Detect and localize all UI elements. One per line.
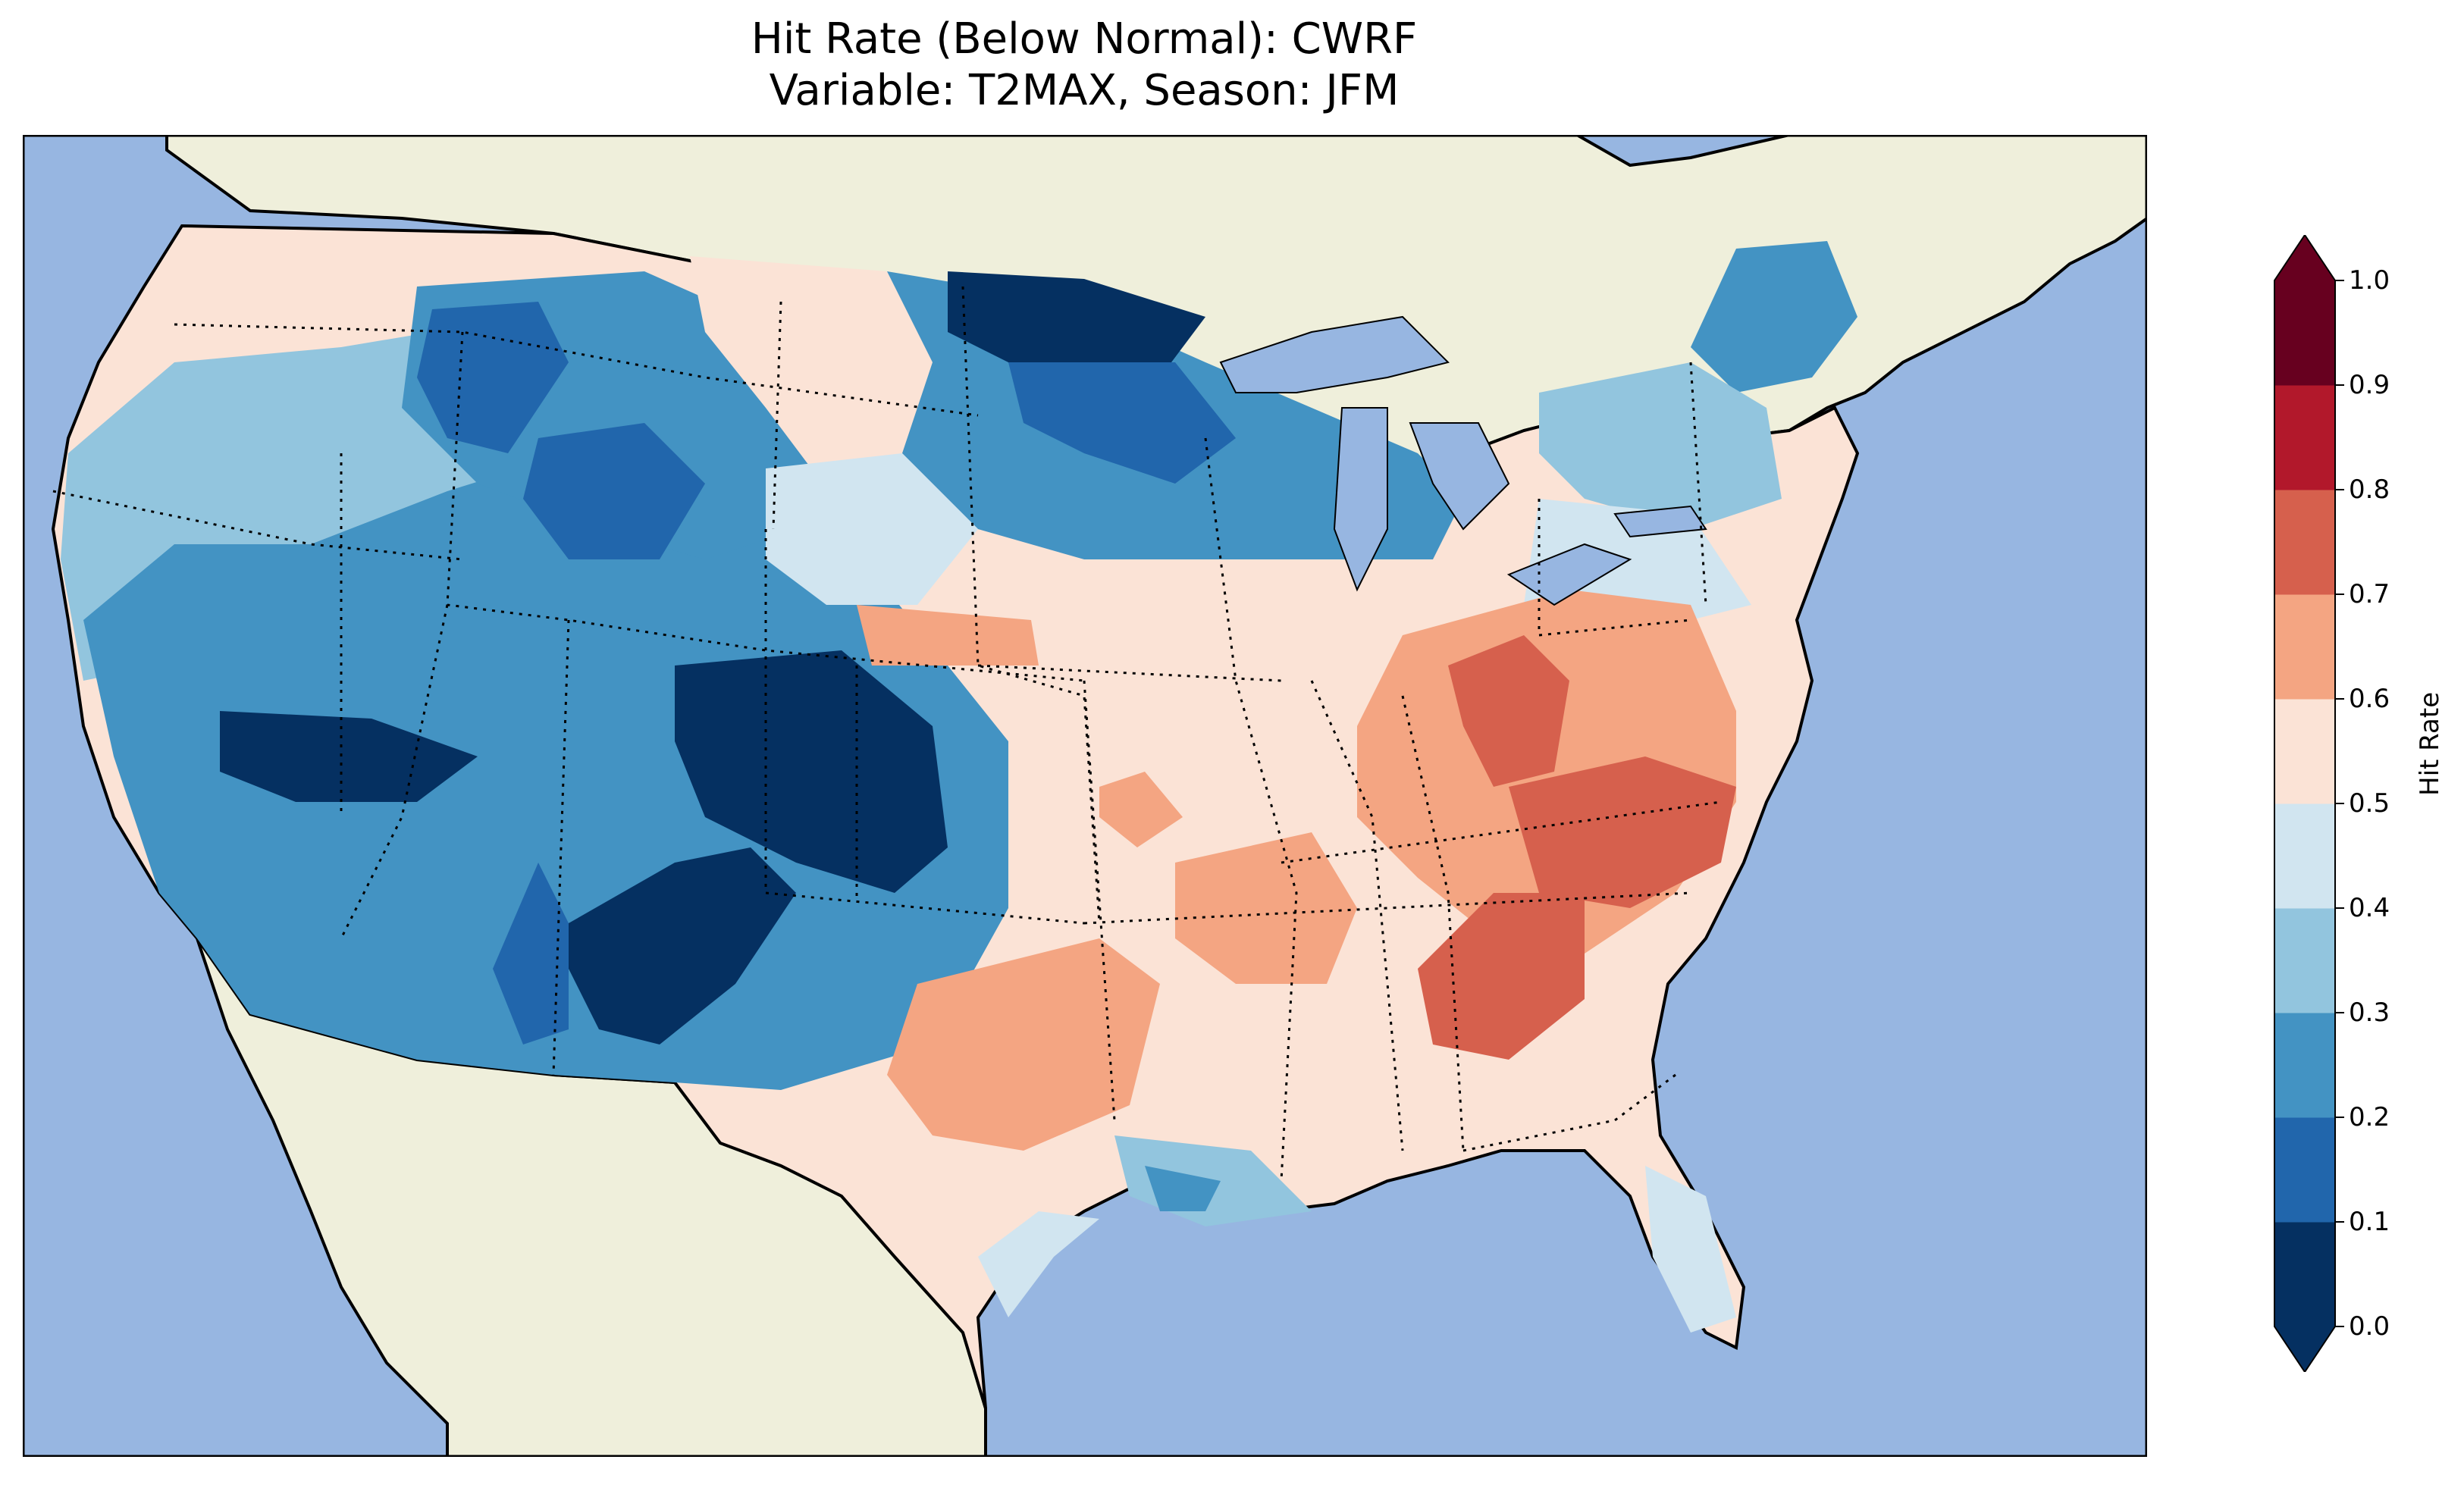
colorbar-tick-label: 0.6 bbox=[2349, 684, 2390, 714]
region-great-basin bbox=[83, 453, 1008, 1090]
region-colorado-darkest bbox=[675, 650, 948, 893]
colorbar-tick-mark bbox=[2335, 803, 2344, 804]
us-hit-rate-map bbox=[23, 135, 2147, 1457]
region-new-mexico-darkest bbox=[569, 847, 796, 1045]
colorbar-bin-0.5-0.6 bbox=[2274, 699, 2335, 804]
colorbar-bin-0.7-0.8 bbox=[2274, 490, 2335, 595]
region-kansas-pink bbox=[857, 605, 1039, 666]
region-georgia-red bbox=[1418, 893, 1585, 1060]
region-louisiana-dark bbox=[1145, 1166, 1221, 1211]
colorbar-tick-mark bbox=[2335, 1012, 2344, 1013]
colorbar-tick-mark bbox=[2335, 1117, 2344, 1118]
region-carolinas-red bbox=[1509, 756, 1736, 908]
region-northeast-light bbox=[1539, 362, 1782, 529]
colorbar-extend-max bbox=[2274, 235, 2335, 280]
colorbar-tick-label: 0.3 bbox=[2349, 998, 2390, 1028]
colorbar-bin-0.4-0.5 bbox=[2274, 803, 2335, 909]
colorbar-tick-label: 0.0 bbox=[2349, 1311, 2390, 1342]
region-texas-coast bbox=[978, 1211, 1099, 1317]
region-wyoming-dark bbox=[523, 423, 705, 559]
region-missouri-pink bbox=[1099, 772, 1183, 847]
lake-huron bbox=[1409, 422, 1510, 531]
map-panel bbox=[23, 135, 2147, 1457]
colorbar-tick-mark bbox=[2335, 594, 2344, 595]
lake-michigan bbox=[1333, 407, 1388, 592]
region-nm-blue bbox=[493, 863, 569, 1045]
title-line-2: Variable: T2MAX, Season: JFM bbox=[769, 66, 1400, 115]
hit-rate-field bbox=[61, 241, 1857, 1333]
colorbar-label: Hit Rate bbox=[2415, 691, 2445, 796]
region-florida-light bbox=[1645, 1166, 1736, 1333]
region-plains-light bbox=[766, 453, 978, 605]
colorbar-tick-mark bbox=[2335, 280, 2344, 281]
colorbar-bin-0.1-0.2 bbox=[2274, 1117, 2335, 1223]
colorbar-tick-label: 0.5 bbox=[2349, 788, 2390, 819]
colorbar: 0.0 0.1 0.2 0.3 0.4 0.5 0.6 0.7 0.8 0.9 1.0 Hit Ra… bbox=[2271, 235, 2464, 1372]
colorbar-bin-0.0-0.1 bbox=[2274, 1222, 2335, 1327]
colorbar-tick-label: 1.0 bbox=[2349, 265, 2390, 296]
region-new-england bbox=[1691, 241, 1857, 393]
colorbar-tick-mark bbox=[2335, 907, 2344, 909]
colorbar-tick-mark bbox=[2335, 489, 2344, 490]
colorbar-bin-0.9-1.0 bbox=[2274, 280, 2335, 386]
colorbar-tick-label: 0.1 bbox=[2349, 1207, 2390, 1237]
colorbar-bin-0.8-0.9 bbox=[2274, 385, 2335, 490]
region-virginia-red bbox=[1448, 635, 1569, 787]
lake-superior bbox=[1219, 315, 1450, 393]
colorbar-tick-label: 0.9 bbox=[2349, 370, 2390, 400]
colorbar-bin-0.3-0.4 bbox=[2274, 908, 2335, 1013]
region-idaho-dark bbox=[417, 302, 569, 453]
colorbar-tick-label: 0.4 bbox=[2349, 893, 2390, 923]
great-lakes bbox=[1219, 315, 1707, 606]
map-border bbox=[23, 135, 2147, 1457]
colorbar-tick-mark bbox=[2335, 1326, 2344, 1327]
colorbar-tick-label: 0.7 bbox=[2349, 579, 2390, 609]
colorbar-extend-min bbox=[2274, 1326, 2335, 1372]
region-minnesota-dark bbox=[1008, 362, 1236, 484]
title-line-1: Hit Rate (Below Normal): CWRF bbox=[751, 14, 1418, 64]
state-borders bbox=[52, 286, 1722, 1182]
colorbar-tick-label: 0.2 bbox=[2349, 1102, 2390, 1132]
colorbar-tick-label: 0.8 bbox=[2349, 475, 2390, 505]
region-mississippi bbox=[1175, 832, 1357, 984]
colorbar-tick-mark bbox=[2335, 384, 2344, 386]
colorbar-graphic bbox=[2274, 235, 2336, 1372]
region-dakotas bbox=[690, 256, 933, 468]
chart-title: Hit Rate (Below Normal): CWRF Variable: … bbox=[0, 14, 2168, 117]
colorbar-bin-0.2-0.3 bbox=[2274, 1013, 2335, 1118]
colorbar-tick-mark bbox=[2335, 698, 2344, 700]
colorbar-bin-0.6-0.7 bbox=[2274, 594, 2335, 700]
region-nevada-dark bbox=[220, 711, 478, 802]
lake-ontario bbox=[1613, 505, 1707, 538]
region-texas-pink bbox=[887, 938, 1160, 1151]
colorbar-tick-mark bbox=[2335, 1221, 2344, 1223]
